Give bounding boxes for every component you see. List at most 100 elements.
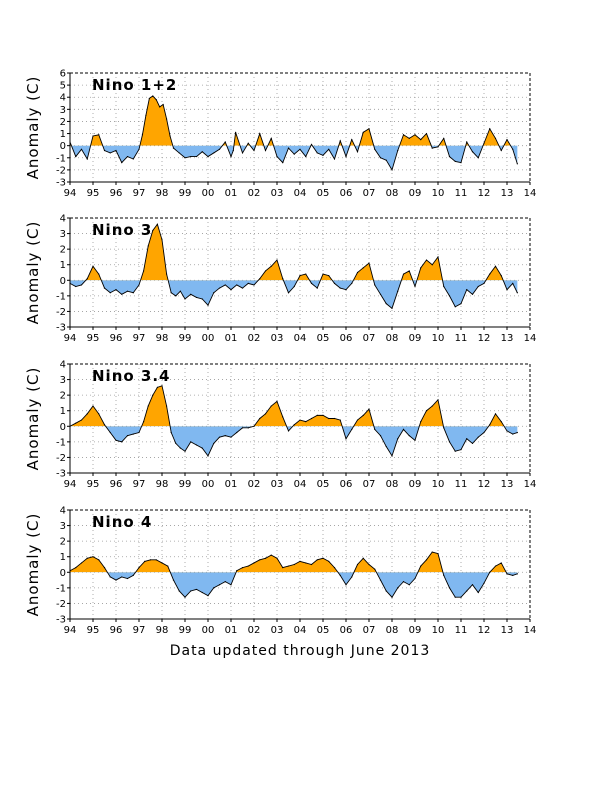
data-point bbox=[385, 445, 387, 448]
data-point bbox=[516, 163, 518, 165]
data-point bbox=[408, 435, 410, 437]
data-point bbox=[420, 421, 422, 423]
data-point bbox=[483, 582, 485, 584]
data-point bbox=[92, 556, 94, 558]
y-tick-label: 4 bbox=[60, 506, 66, 517]
data-point bbox=[385, 590, 387, 592]
data-point bbox=[293, 424, 295, 426]
data-point bbox=[156, 386, 158, 388]
data-point bbox=[516, 292, 518, 294]
data-point bbox=[282, 162, 284, 164]
data-point bbox=[431, 264, 433, 266]
data-point bbox=[328, 417, 330, 420]
data-point bbox=[316, 287, 318, 289]
data-point bbox=[276, 259, 278, 261]
x-tick-label: 98 bbox=[156, 625, 169, 636]
data-point bbox=[351, 282, 353, 284]
data-point bbox=[147, 405, 149, 407]
data-point bbox=[201, 447, 203, 449]
data-point bbox=[420, 565, 422, 567]
data-point bbox=[322, 154, 324, 156]
data-point bbox=[167, 565, 169, 567]
data-point bbox=[235, 131, 237, 133]
data-point bbox=[184, 157, 186, 159]
data-point bbox=[247, 142, 249, 144]
data-point bbox=[466, 289, 468, 291]
data-point bbox=[138, 431, 140, 434]
data-point bbox=[276, 155, 278, 158]
negative-anomaly-area bbox=[70, 145, 518, 170]
x-tick-label: 13 bbox=[501, 479, 514, 490]
data-point bbox=[466, 438, 468, 440]
data-point bbox=[299, 419, 301, 421]
x-tick-label: 02 bbox=[248, 188, 261, 199]
data-point bbox=[471, 584, 474, 586]
data-point bbox=[379, 435, 382, 437]
data-point bbox=[333, 417, 336, 420]
data-point bbox=[207, 595, 209, 597]
x-tick-label: 02 bbox=[248, 625, 261, 636]
data-point bbox=[224, 581, 226, 583]
data-point bbox=[207, 155, 209, 158]
panel-4 bbox=[67, 509, 531, 622]
data-point bbox=[448, 441, 451, 443]
x-tick-label: 12 bbox=[478, 188, 491, 199]
x-tick-label: 01 bbox=[225, 625, 238, 636]
x-tick-label: 14 bbox=[524, 479, 537, 490]
data-point bbox=[494, 413, 497, 415]
y-tick-label: -2 bbox=[56, 165, 66, 176]
panel-2 bbox=[67, 217, 531, 330]
data-point bbox=[339, 140, 341, 142]
data-point bbox=[86, 413, 88, 415]
data-point bbox=[195, 155, 198, 158]
data-point bbox=[448, 155, 451, 158]
data-point bbox=[230, 584, 232, 586]
y-tick-label: -2 bbox=[56, 307, 66, 318]
data-point bbox=[195, 296, 198, 299]
data-point bbox=[362, 414, 364, 416]
data-point bbox=[506, 430, 508, 432]
data-point bbox=[500, 421, 502, 423]
data-point bbox=[152, 229, 154, 232]
data-point bbox=[506, 289, 508, 291]
data-point bbox=[109, 576, 111, 578]
y-tick-label: -2 bbox=[56, 599, 66, 610]
data-point bbox=[282, 278, 284, 280]
y-tick-label: -2 bbox=[56, 453, 66, 464]
data-point bbox=[109, 152, 111, 154]
data-point bbox=[86, 278, 88, 280]
data-point bbox=[190, 155, 192, 158]
data-point bbox=[512, 574, 514, 577]
data-point bbox=[143, 270, 145, 272]
x-tick-label: 95 bbox=[87, 625, 100, 636]
data-point bbox=[368, 563, 370, 566]
x-tick-label: 04 bbox=[294, 188, 307, 199]
data-point bbox=[121, 576, 123, 578]
data-point bbox=[305, 562, 307, 564]
x-tick-label: 96 bbox=[110, 333, 123, 344]
data-point bbox=[121, 293, 123, 295]
data-point bbox=[351, 139, 353, 141]
data-point bbox=[500, 275, 502, 277]
data-point bbox=[201, 151, 203, 153]
data-point bbox=[431, 405, 433, 407]
data-point bbox=[408, 137, 410, 139]
data-point bbox=[448, 295, 451, 297]
x-tick-label: 04 bbox=[294, 625, 307, 636]
data-point bbox=[241, 287, 244, 289]
data-point bbox=[471, 442, 474, 445]
data-point bbox=[420, 139, 422, 141]
data-point bbox=[169, 135, 171, 137]
data-point bbox=[190, 590, 192, 592]
data-point bbox=[408, 584, 410, 586]
data-point bbox=[159, 106, 161, 108]
data-point bbox=[512, 148, 514, 150]
panel-title: Nino 3.4 bbox=[92, 367, 170, 385]
x-tick-label: 94 bbox=[64, 625, 77, 636]
data-point bbox=[333, 282, 336, 284]
x-tick-label: 08 bbox=[386, 625, 399, 636]
data-point bbox=[500, 149, 502, 152]
x-tick-label: 00 bbox=[202, 479, 215, 490]
data-point bbox=[170, 292, 172, 294]
